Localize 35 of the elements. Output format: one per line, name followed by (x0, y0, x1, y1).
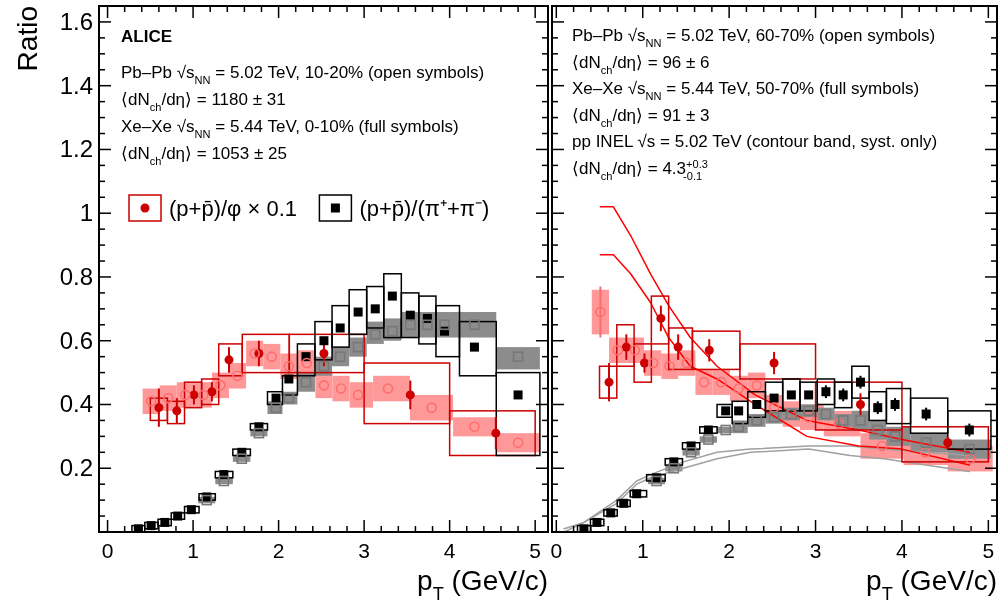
x-tick-label: 5 (982, 539, 995, 562)
x-tick-label: 2 (272, 539, 285, 562)
annotation: ⟨dN$_{ch}$/dη⟩ = 91 ± 3 (572, 105, 710, 129)
x-tick-label: 0 (550, 539, 563, 562)
x-tick-label: 4 (443, 539, 456, 562)
annotation: Pb–Pb √s$_{NN}$ = 5.02 TeV, 60-70% (open symbols) (572, 26, 936, 49)
x-tick-label: 2 (723, 539, 735, 562)
y-tick-label: 0.4 (59, 390, 93, 418)
annotation: pp INEL √s = 5.02 TeV (contour band, syst. only) (572, 132, 938, 151)
y-tick-label: 1.4 (59, 71, 93, 99)
annotation: ALICE (121, 27, 172, 46)
x-tick-label: 0 (101, 539, 114, 562)
x-axis-title: p$_{T}$ (GeV/c) (417, 565, 548, 604)
x-tick-label: 1 (187, 539, 199, 562)
y-tick-label: 1.2 (59, 135, 93, 163)
x-tick-label: 1 (636, 539, 649, 562)
annotation: Xe–Xe √s$_{NN}$ = 5.44 TeV, 0-10% (full symbols) (121, 117, 459, 140)
annotation: ⟨dN$_{ch}$/dη⟩ = 1180 ± 31 (121, 90, 286, 113)
x-tick-label: 5 (529, 539, 542, 562)
legend-label: (p+p̄)/φ × 0.1 (169, 196, 298, 221)
annotation: ⟨dN$_{ch}$/dη⟩ = 96 ± 6 (572, 52, 710, 76)
x-tick-label: 3 (809, 539, 822, 562)
x-tick-label: 3 (358, 539, 370, 562)
y-axis-title: Ratio (12, 6, 43, 72)
annotation: ⟨dN$_{ch}$/dη⟩ = 1053 ± 25 (121, 144, 287, 167)
y-tick-label: 1 (79, 199, 93, 227)
annotation: Pb–Pb √s$_{NN}$ = 5.02 TeV, 10-20% (open symbols) (121, 63, 485, 86)
x-tick-label: 4 (896, 539, 909, 562)
y-tick-label: 0.6 (59, 326, 93, 354)
annotation: Xe–Xe √s$_{NN}$ = 5.44 TeV, 50-70% (full symbols) (572, 79, 920, 102)
y-tick-label: 0.2 (59, 454, 93, 482)
x-axis-title: p$_{T}$ (GeV/c) (866, 565, 997, 604)
y-tick-label: 0.8 (59, 262, 93, 290)
legend-label: (p+p̄)/(π⁺+π⁻) (359, 196, 490, 221)
y-tick-label: 1.6 (59, 7, 93, 35)
